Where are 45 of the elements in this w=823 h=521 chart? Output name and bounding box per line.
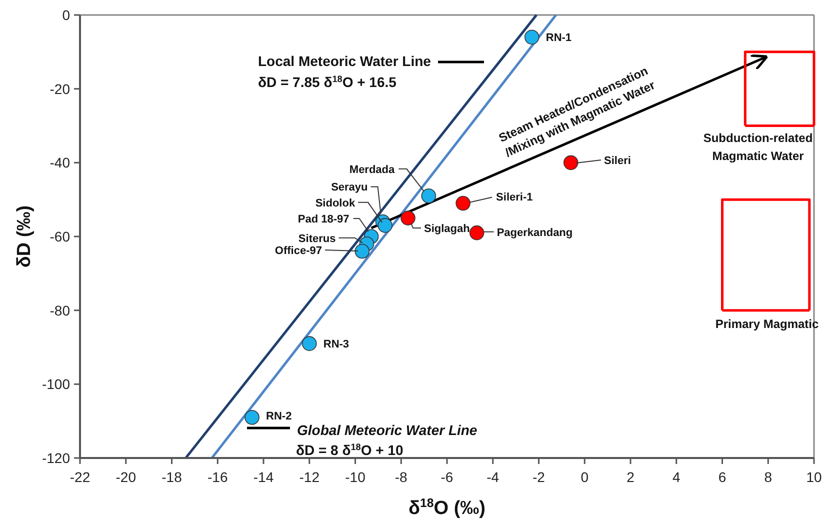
x-tick-label: -16 [208,469,228,485]
annotation: Local Meteoric Water Line [258,53,432,69]
annotation: Serayu [331,182,368,194]
annotation: RN-3 [323,338,350,351]
x-tick-label: -22 [70,469,90,485]
y-tick-label: -120 [42,450,70,466]
annotation: Siglagah [424,223,470,236]
annotation: Pad 18-97 [298,214,350,226]
annotation: Subduction-related Magmatic Water [703,131,813,163]
x-tick-label: 4 [672,469,680,485]
x-tick-label: -20 [116,469,136,485]
y-tick-label: -60 [50,228,70,244]
y-tick-label: -20 [50,80,70,97]
x-tick-label: -10 [345,469,366,485]
annotation: Siterus [298,232,336,245]
x-tick-label: -14 [253,469,274,485]
y-axis-title: δD (‰) [14,205,35,268]
annotation: RN-1 [546,32,572,44]
annotation: Pagerkandang [496,226,573,239]
annotation: Merdada [349,164,396,176]
x-tick-label: 0 [580,469,589,485]
annotation: Sidolok [315,197,356,210]
annotation: Primary Magmatic [715,317,820,331]
x-tick-label: -4 [486,469,500,485]
y-tick-label: -100 [42,376,70,392]
annotation: δD = 8 δ$^{18}$O + 10 [296,442,404,458]
annotation: Sileri-1 [496,191,533,204]
y-tick-label: -80 [50,302,70,318]
annotation: RN-2 [266,410,292,422]
x-tick-label: 8 [764,469,772,485]
x-axis-title: δ$^{18}$O (‰) [408,496,486,519]
x-tick-label: -8 [394,469,408,485]
y-tick-label: 0 [62,7,70,23]
y-tick-label: -40 [50,154,70,171]
x-tick-label: -12 [299,469,320,485]
annotation: Global Meteoric Water Line [297,422,478,438]
annotation: δD = 7.85 δ$^{18}$O + 16.5 [258,74,397,90]
annotation: Sileri [604,155,631,167]
x-tick-label: 6 [718,469,726,485]
x-tick-label: 2 [626,469,635,485]
annotation: Office-97 [274,245,322,257]
x-tick-label: -6 [440,469,454,485]
x-tick-label: -2 [532,469,546,485]
x-tick-label: 10 [806,469,822,485]
x-tick-label: -18 [162,469,182,485]
